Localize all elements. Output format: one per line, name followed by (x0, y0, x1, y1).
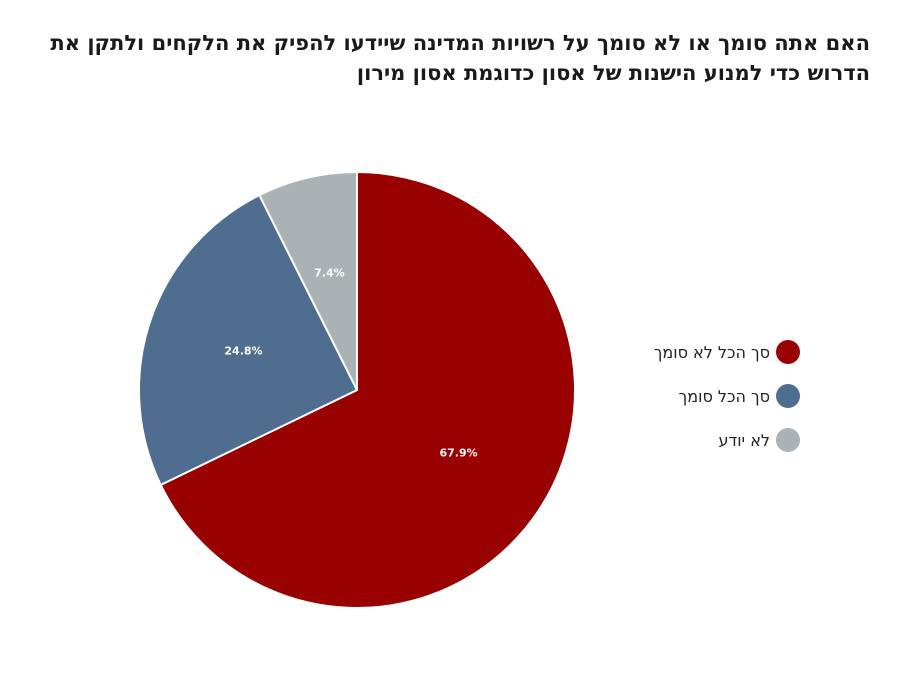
pie-slices (138, 170, 576, 609)
legend-label-trust: סך הכל סומך (678, 386, 770, 406)
chart-title: האם אתה סומך או לא סומך על רשויות המדינה… (30, 28, 870, 88)
pie-label-dont-know: 7.4% (314, 266, 345, 279)
pie-slice-not-trust[interactable] (159, 170, 576, 609)
pie-label-trust: 24.8% (224, 344, 262, 357)
legend-label-not-trust: סך הכל לא סומך (653, 342, 770, 362)
legend: סך הכל לא סומך סך הכל סומך לא יודע (600, 330, 800, 462)
chart-title-line-1: האם אתה סומך או לא סומך על רשויות המדינה… (50, 31, 870, 55)
legend-swatch-not-trust (776, 340, 800, 364)
legend-swatch-dont-know (776, 428, 800, 452)
legend-label-dont-know: לא יודע (718, 430, 770, 450)
pie-slice-trust[interactable] (138, 193, 359, 487)
legend-item-not-trust[interactable]: סך הכל לא סומך (600, 330, 800, 374)
pie-label-not-trust: 67.9% (439, 447, 477, 460)
legend-swatch-trust (776, 384, 800, 408)
legend-item-trust[interactable]: סך הכל סומך (600, 374, 800, 418)
chart-title-line-2: הדרוש כדי למנוע הישנות של אסון כדוגמת אס… (356, 61, 870, 85)
legend-item-dont-know[interactable]: לא יודע (600, 418, 800, 462)
pie-labels: 67.9% 24.8% 7.4% (224, 266, 477, 459)
pie-slice-dont-know[interactable] (258, 170, 358, 391)
